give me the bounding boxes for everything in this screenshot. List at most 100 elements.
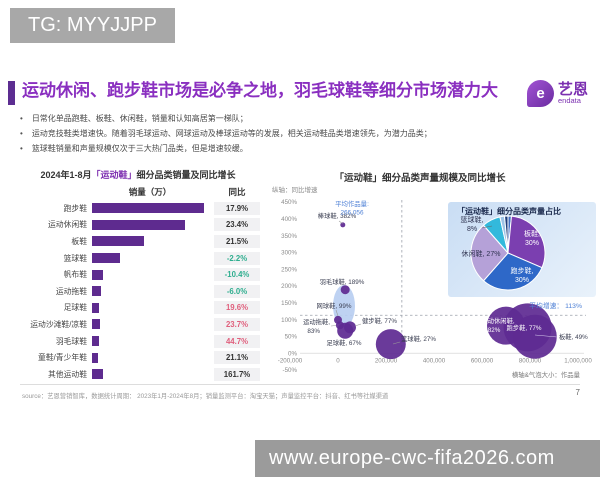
x-tick-label: 400,000 — [423, 358, 446, 365]
bar-label: 篮球鞋 — [63, 253, 87, 263]
bar — [92, 302, 99, 313]
bar-label: 足球鞋 — [63, 303, 87, 313]
bubble-足球鞋 — [337, 322, 354, 339]
bar-yoy-value: 21.1% — [214, 351, 260, 365]
y-tick-label: 100% — [281, 317, 297, 324]
bar — [92, 253, 120, 264]
bubble-羽毛球鞋 — [340, 285, 350, 295]
bar-yoy-value: -10.4% — [214, 268, 260, 282]
y-tick-label: 300% — [281, 250, 297, 257]
bar-chart-rows: 跑步鞋 17.9% 运动休闲鞋 23.4% 板鞋 21.5% 篮球鞋 -2.2% 帆布鞋 -10.… — [14, 200, 262, 383]
pie-slice — [503, 215, 509, 254]
column-header-sales: 销量（万） — [128, 187, 172, 197]
pie-slice-label: 30% — [515, 277, 529, 284]
x-tick-label: 200,000 — [375, 358, 398, 365]
pie-chart: 板鞋, 30% 跑步鞋, 30% 休闲鞋, 27% 篮球鞋, 8% — [461, 215, 546, 291]
x-tick-label: 800,000 — [519, 358, 542, 365]
bar-label: 板鞋 — [71, 236, 87, 246]
pie-slice-label: 板鞋, — [524, 229, 540, 238]
bar-track — [92, 203, 208, 214]
pie-slice-休闲鞋 — [470, 224, 509, 282]
page-number: 7 — [575, 388, 580, 397]
bar-track — [92, 286, 208, 297]
watermark-url: www.europe-cwc-fifa2026.com — [255, 440, 600, 477]
pie-slice-跑步鞋 — [482, 252, 543, 291]
pie-slice-板鞋 — [507, 215, 546, 269]
bar-yoy-value: 44.7% — [214, 334, 260, 348]
avg-volume-value: 266,056 — [340, 210, 364, 217]
bar-yoy-value: -2.2% — [214, 251, 260, 265]
bar-yoy-value: 21.5% — [214, 234, 260, 248]
endata-logo-icon: e — [527, 80, 554, 107]
bar-row: 足球鞋 19.6% — [14, 300, 262, 317]
bar-row: 运动拖鞋 -6.0% — [14, 283, 262, 300]
bar — [92, 336, 99, 347]
bar-label: 运动沙滩鞋/凉鞋 — [30, 319, 87, 329]
pie-slice-label: 篮球鞋, — [461, 215, 484, 224]
avg-growth-label: 平均增速： 113% — [529, 301, 582, 310]
bubble-label: 健步鞋, 77% — [362, 316, 397, 325]
leader-line — [392, 341, 401, 345]
bubble-label: 网球鞋, 99% — [317, 301, 352, 310]
bar — [92, 352, 98, 363]
bar-label: 羽毛球鞋 — [55, 336, 87, 346]
bar — [92, 369, 104, 380]
title-accent-bar — [8, 81, 15, 105]
bar-row: 运动休闲鞋 23.4% — [14, 217, 262, 234]
footer-divider — [20, 384, 580, 385]
pie-slice-label: 30% — [525, 240, 539, 247]
pie-slice-label: 8% — [467, 226, 477, 233]
y-tick-label: 150% — [281, 300, 297, 307]
y-tick-label: 50% — [285, 334, 298, 341]
pie-leader-line — [481, 225, 493, 229]
y-tick-label: 350% — [281, 233, 297, 240]
bubble-label: 83% — [307, 328, 320, 335]
bar-yoy-value: 19.6% — [214, 301, 260, 315]
leader-line — [330, 325, 337, 327]
y-tick-label: 250% — [281, 266, 297, 273]
x-axis-note: 横轴&气泡大小：作品量 — [512, 370, 581, 379]
bubble-label: 运动休闲鞋, — [481, 316, 514, 325]
bar-track — [92, 336, 208, 347]
bar — [92, 319, 100, 330]
leader-line — [534, 334, 558, 338]
bullet-item: 日常化单品跑鞋、板鞋、休闲鞋，销量和认知高居第一梯队； — [20, 114, 580, 123]
leader-line — [335, 309, 339, 317]
logo-subtitle: endata — [558, 96, 581, 105]
bar-label: 跑步鞋 — [63, 203, 87, 213]
bar-row: 羽毛球鞋 44.7% — [14, 333, 262, 350]
bubble-label: 板鞋, 49% — [559, 332, 588, 341]
bar-row: 运动沙滩鞋/凉鞋 23.7% — [14, 316, 262, 333]
bar-label: 其他运动鞋 — [48, 369, 87, 379]
bar-row: 童鞋/青少年鞋 21.1% — [14, 349, 262, 366]
bar-track — [92, 269, 208, 280]
bar-label: 帆布鞋 — [63, 270, 87, 280]
bubble-篮球鞋 — [375, 329, 406, 360]
x-tick-label: 600,000 — [471, 358, 494, 365]
bubble-label: 棒球鞋, 382% — [318, 211, 357, 220]
bar — [92, 203, 204, 214]
y-tick-label: 200% — [281, 283, 297, 290]
bubble-label: 足球鞋, 67% — [327, 338, 362, 347]
bar-row: 篮球鞋 -2.2% — [14, 250, 262, 267]
pie-slice-label: 休闲鞋, 27% — [462, 249, 501, 258]
leader-line — [354, 323, 362, 327]
bar-row: 其他运动鞋 161.7% — [14, 366, 262, 383]
y-axis-note: 纵轴：同比增速 — [272, 187, 318, 194]
bubble-棒球鞋 — [340, 222, 346, 228]
bar-track — [92, 236, 208, 247]
bar-chart-header: 销量（万） 同比 — [14, 186, 262, 198]
sales-bar-chart: 2024年1-8月「运动鞋」细分品类销量及同比增长 销量（万） 同比 跑步鞋 17… — [14, 168, 262, 383]
bar-yoy-value: 161.7% — [214, 367, 260, 381]
bar — [92, 269, 104, 280]
y-tick-label: -50% — [283, 367, 298, 374]
telegram-tag: TG: MYYJJPP — [10, 8, 175, 43]
bullet-item: 篮球鞋销量和声量规模仅次于三大热门品类，但是增速较缓。 — [20, 144, 580, 153]
leader-line — [338, 220, 343, 224]
bar-row: 跑步鞋 17.9% — [14, 200, 262, 217]
bubble-label: 运动拖鞋, — [303, 317, 330, 326]
bubble-label: 82% — [488, 327, 501, 334]
bar-label: 运动拖鞋 — [55, 286, 87, 296]
bar-track — [92, 319, 208, 330]
